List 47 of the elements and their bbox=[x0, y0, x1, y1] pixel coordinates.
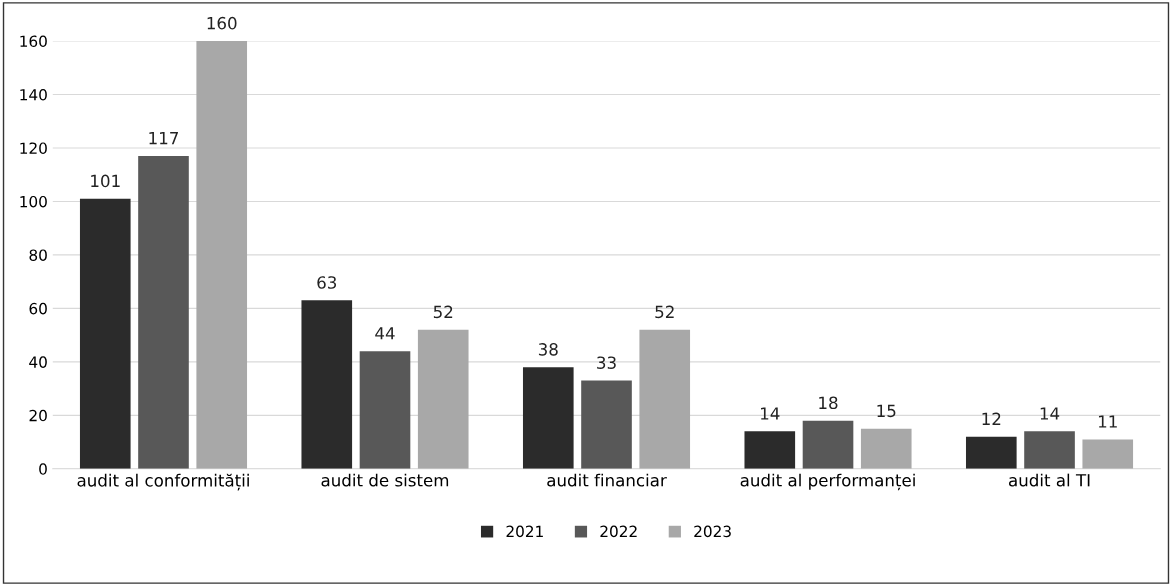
data-label: 14 bbox=[1040, 407, 1060, 420]
bar bbox=[860, 428, 912, 469]
bar bbox=[1082, 439, 1134, 469]
data-label: 44 bbox=[375, 327, 395, 340]
legend-label: 2023 bbox=[694, 525, 731, 538]
y-tick-label: 100 bbox=[20, 195, 47, 208]
data-label: 15 bbox=[877, 404, 896, 418]
data-label: 63 bbox=[317, 276, 337, 289]
data-label: 52 bbox=[655, 305, 674, 319]
x-tick-label: audit al performanței bbox=[740, 473, 915, 491]
y-tick-label: 20 bbox=[29, 409, 47, 422]
data-label: 33 bbox=[597, 356, 616, 370]
data-label: 160 bbox=[207, 16, 237, 30]
bar bbox=[639, 329, 691, 469]
data-label: 38 bbox=[538, 343, 558, 356]
bar bbox=[802, 420, 854, 469]
bar bbox=[417, 329, 469, 469]
y-tick-label: 0 bbox=[39, 463, 47, 475]
bar bbox=[196, 41, 248, 469]
bar bbox=[1024, 431, 1075, 469]
x-tick-label: audit al conformității bbox=[77, 473, 249, 491]
bar bbox=[581, 380, 632, 469]
x-tick-label: audit al TI bbox=[1009, 473, 1090, 487]
data-label: 14 bbox=[761, 407, 780, 420]
y-tick-label: 140 bbox=[20, 88, 47, 101]
y-tick-label: 160 bbox=[20, 35, 47, 48]
x-tick-label: audit de sistem bbox=[321, 473, 449, 487]
y-tick-label: 40 bbox=[29, 356, 47, 368]
data-label: 12 bbox=[982, 412, 1001, 425]
bar bbox=[965, 436, 1017, 469]
y-tick-label: 120 bbox=[20, 142, 47, 154]
data-label: 52 bbox=[433, 305, 453, 319]
legend-label: 2022 bbox=[600, 525, 637, 538]
bar bbox=[744, 431, 796, 469]
bar bbox=[301, 300, 353, 469]
bar bbox=[79, 198, 131, 469]
x-tick-label: audit financiar bbox=[547, 473, 667, 487]
data-label: 117 bbox=[149, 132, 178, 145]
data-label: 11 bbox=[1098, 415, 1117, 428]
y-tick-label: 60 bbox=[29, 302, 47, 315]
legend-label: 2021 bbox=[506, 525, 543, 538]
y-tick-label: 80 bbox=[29, 249, 47, 261]
data-label: 101 bbox=[91, 174, 120, 188]
data-label: 18 bbox=[819, 396, 838, 410]
bar bbox=[359, 351, 411, 469]
bar bbox=[522, 367, 574, 469]
bar bbox=[138, 155, 189, 469]
